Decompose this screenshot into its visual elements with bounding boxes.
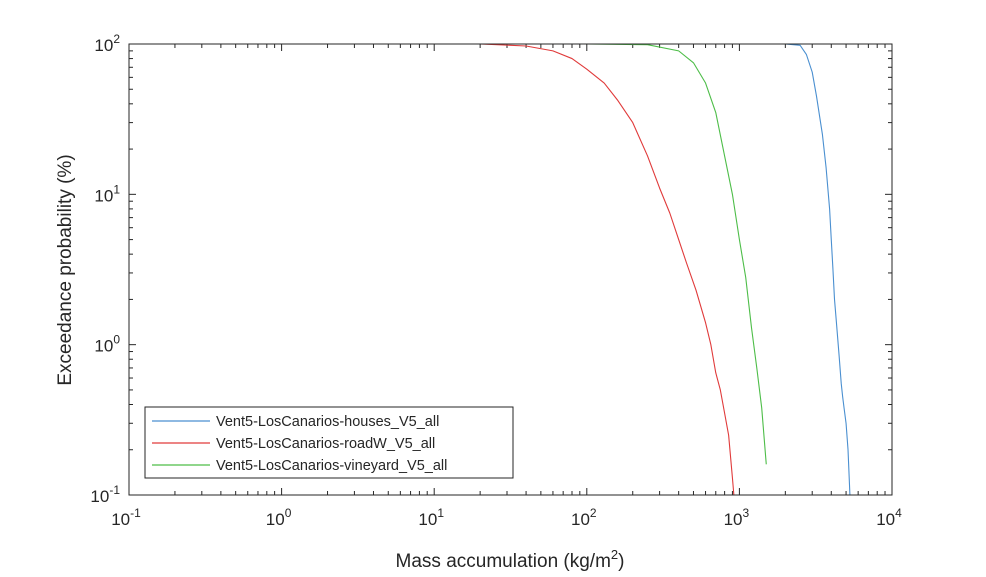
series-line-1	[129, 43, 735, 496]
y-tick-label: 102	[94, 32, 120, 55]
plot-frame	[128, 43, 893, 496]
legend-label-houses: Vent5-LosCanarios-houses_V5_all	[216, 414, 439, 430]
tick-marks	[128, 43, 893, 496]
series-line-0	[129, 43, 851, 496]
x-axis-label: Mass accumulation (kg/m2)	[396, 547, 625, 572]
y-axis-label: Exceedance probability (%)	[55, 154, 76, 385]
x-tick-label: 10-1	[111, 506, 141, 529]
y-tick-label: 10-1	[90, 483, 120, 506]
x-tick-label: 102	[571, 506, 597, 529]
tick-labels: 10-1 100 101 102 103 104 10-1 100 101 102	[90, 32, 902, 529]
y-tick-label: 101	[94, 182, 120, 205]
x-tick-label: 103	[724, 506, 750, 529]
legend: Vent5-LosCanarios-houses_V5_all Vent5-Lo…	[144, 406, 514, 479]
series-lines	[129, 43, 851, 496]
series-line-2	[129, 43, 767, 465]
legend-label-vineyard: Vent5-LosCanarios-vineyard_V5_all	[216, 458, 447, 474]
y-tick-label: 100	[94, 333, 120, 356]
x-tick-label: 101	[418, 506, 444, 529]
x-tick-label: 100	[266, 506, 292, 529]
legend-label-roadw: Vent5-LosCanarios-roadW_V5_all	[216, 436, 435, 452]
x-tick-label: 104	[876, 506, 902, 529]
